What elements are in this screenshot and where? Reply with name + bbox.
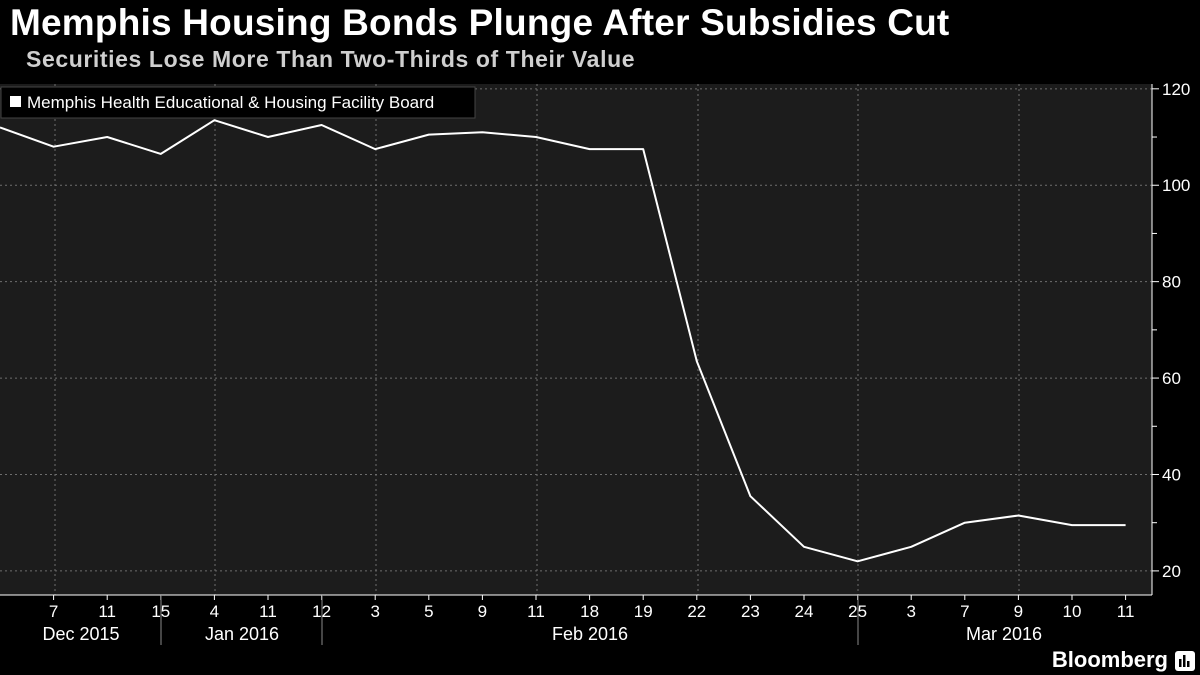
x-tick-label: 9 <box>1014 602 1023 621</box>
series-line <box>0 119 1126 563</box>
x-tick-label: 10 <box>1063 602 1082 621</box>
month-label: Jan 2016 <box>205 624 279 644</box>
x-tick-label: 5 <box>424 602 433 621</box>
y-tick-label: 20 <box>1162 562 1181 581</box>
month-label: Feb 2016 <box>552 624 628 644</box>
y-tick-label: 120 <box>1162 80 1190 99</box>
y-axis: 20 40 60 80 100 120 <box>1151 80 1190 595</box>
legend-box <box>0 86 476 119</box>
x-tick-label: 22 <box>687 602 706 621</box>
x-tick-label: 3 <box>370 602 379 621</box>
x-tick-label: 11 <box>1117 602 1135 621</box>
bloomberg-terminal-icon <box>1175 651 1195 671</box>
x-tick-label: 24 <box>795 602 814 621</box>
x-tick-label: 18 <box>580 602 599 621</box>
chart-subtitle: Securities Lose More Than Two-Thirds of … <box>26 46 636 72</box>
legend: Memphis Health Educational & Housing Fac… <box>0 86 476 119</box>
bloomberg-logo: Bloomberg <box>1051 647 1168 672</box>
x-tick-label: 23 <box>741 602 760 621</box>
y-tick-label: 60 <box>1162 369 1181 388</box>
y-tick-label: 40 <box>1162 465 1181 484</box>
x-tick-label: 3 <box>906 602 915 621</box>
x-tick-label: 4 <box>210 602 219 621</box>
month-label: Dec 2015 <box>42 624 119 644</box>
x-tick-label: 9 <box>478 602 487 621</box>
x-tick-label: 11 <box>259 602 277 621</box>
x-tick-label: 11 <box>527 602 545 621</box>
x-tick-label: 7 <box>960 602 969 621</box>
y-tick-label: 100 <box>1162 176 1190 195</box>
legend-swatch <box>10 96 21 107</box>
y-tick-label: 80 <box>1162 273 1181 292</box>
month-label: Mar 2016 <box>966 624 1042 644</box>
x-tick-label: 7 <box>49 602 58 621</box>
plot-area <box>0 84 1152 595</box>
x-tick-label: 19 <box>634 602 653 621</box>
chart-title: Memphis Housing Bonds Plunge After Subsi… <box>10 2 950 43</box>
legend-label: Memphis Health Educational & Housing Fac… <box>27 93 434 112</box>
x-tick-label: 11 <box>98 602 116 621</box>
